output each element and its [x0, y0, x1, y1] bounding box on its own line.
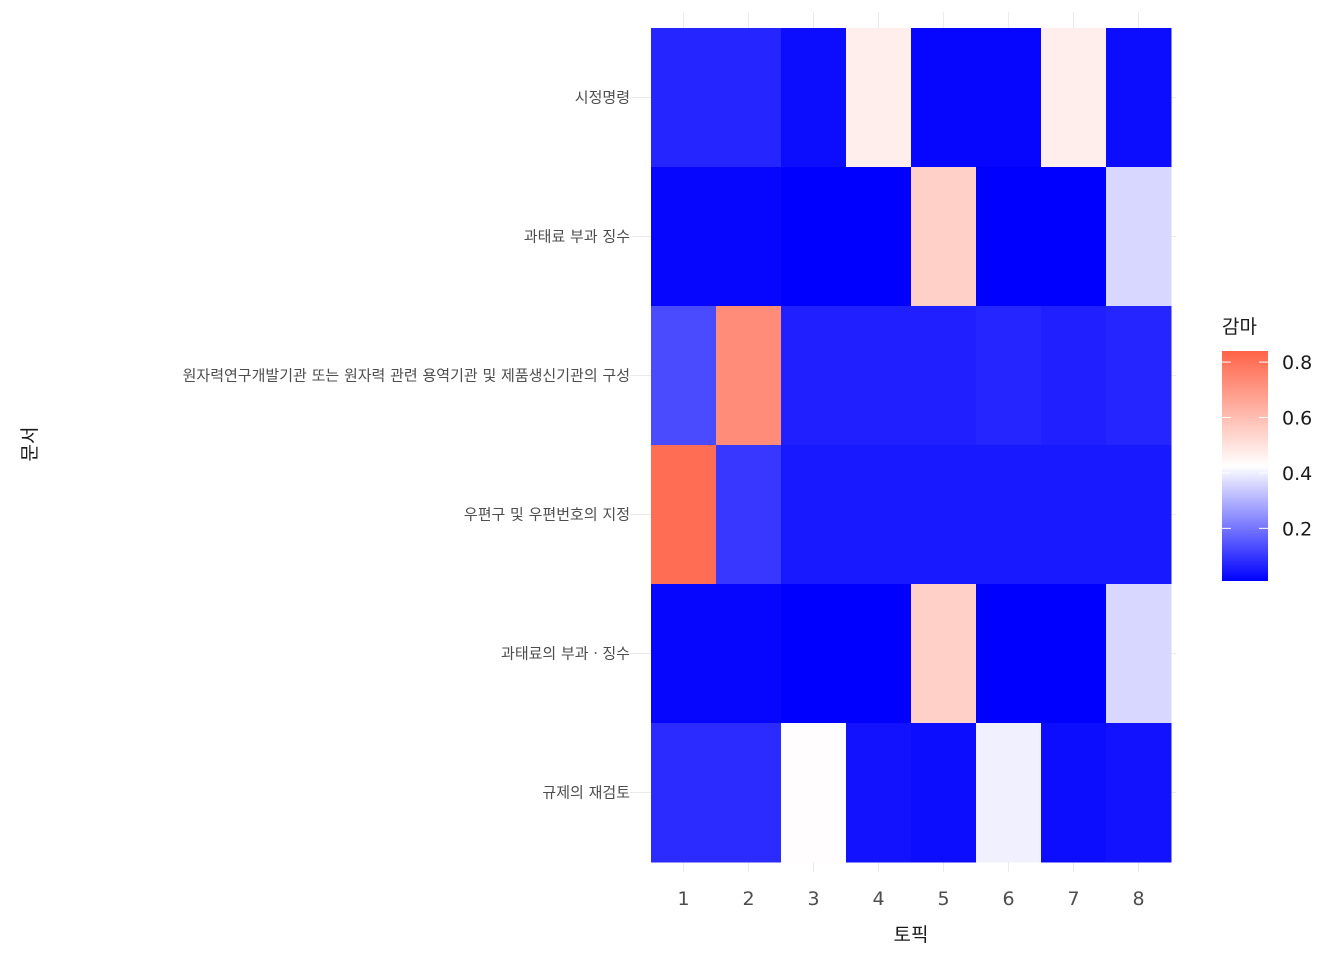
heatmap-cell [651, 723, 717, 863]
y-tick-label: 과태료 부과 징수 [524, 228, 630, 246]
heatmap-cell [1041, 167, 1107, 307]
x-tick-label: 7 [1067, 888, 1079, 910]
heatmap-cell [716, 306, 782, 446]
y-tick-label: 시정명령 [575, 89, 630, 107]
heatmap-cell [716, 584, 782, 724]
heatmap-cell [976, 167, 1042, 307]
heatmap-cell [846, 723, 912, 863]
heatmap-cell [846, 584, 912, 724]
heatmap-cell [651, 445, 717, 585]
legend-tick-label: 0.8 [1282, 352, 1312, 374]
x-axis-title: 토픽 [894, 924, 929, 946]
x-tick-label: 6 [1002, 888, 1014, 910]
heatmap-cell [1041, 306, 1107, 446]
x-tick-label: 5 [937, 888, 949, 910]
y-tick-label: 과태료의 부과ㆍ징수 [501, 645, 630, 663]
heatmap-cell [911, 723, 977, 863]
heatmap-cells [651, 28, 1172, 863]
heatmap-cell [1041, 723, 1107, 863]
y-tick-label: 우편구 및 우편번호의 지정 [464, 506, 630, 524]
heatmap-cell [716, 445, 782, 585]
heatmap-cell [911, 306, 977, 446]
heatmap-cell [716, 28, 782, 168]
heatmap-cell [1041, 584, 1107, 724]
heatmap-cell [781, 723, 847, 863]
legend-ticks: 0.2 0.4 0.6 0.8 [1222, 352, 1312, 540]
heatmap-cell [651, 584, 717, 724]
heatmap-cell [651, 306, 717, 446]
x-tick-label: 4 [872, 888, 884, 910]
heatmap-cell [976, 28, 1042, 168]
y-axis-title: 문서 [19, 427, 41, 462]
legend-colorbar [1222, 351, 1268, 581]
heatmap-cell [1041, 445, 1107, 585]
heatmap-cell [781, 167, 847, 307]
legend-tick-label: 0.4 [1282, 463, 1312, 485]
heatmap-cell [1106, 28, 1172, 168]
heatmap-cell [846, 167, 912, 307]
heatmap-cell [976, 584, 1042, 724]
heatmap-cell [911, 28, 977, 168]
heatmap-cell [1106, 584, 1172, 724]
x-tick-label: 2 [742, 888, 754, 910]
legend-tick-label: 0.6 [1282, 408, 1312, 430]
y-tick-label: 원자력연구개발기관 또는 원자력 관련 용역기관 및 제품생신기관의 구성 [183, 367, 630, 385]
x-tick-labels: 1 2 3 4 5 6 7 8 [677, 888, 1144, 910]
heatmap-cell [911, 584, 977, 724]
heatmap-cell [1106, 723, 1172, 863]
heatmap-cell [716, 167, 782, 307]
heatmap-cell [781, 445, 847, 585]
heatmap-cell [781, 584, 847, 724]
y-tick-label: 규제의 재검토 [542, 784, 630, 802]
heatmap-cell [1106, 445, 1172, 585]
heatmap-cell [846, 306, 912, 446]
legend-tick-label: 0.2 [1282, 518, 1312, 540]
x-tick-label: 8 [1132, 888, 1144, 910]
heatmap-cell [976, 306, 1042, 446]
color-legend: 감마 0.2 0.4 0.6 0.8 [1222, 316, 1312, 581]
heatmap-cell [911, 445, 977, 585]
heatmap-cell [716, 723, 782, 863]
heatmap-cell [976, 445, 1042, 585]
heatmap-cell [781, 28, 847, 168]
heatmap-cell [976, 723, 1042, 863]
heatmap-cell [1106, 306, 1172, 446]
x-tick-label: 3 [807, 888, 819, 910]
legend-title: 감마 [1222, 316, 1257, 338]
heatmap-cell [1106, 167, 1172, 307]
heatmap-cell [911, 167, 977, 307]
heatmap-cell [781, 306, 847, 446]
heatmap-cell [846, 28, 912, 168]
heatmap-cell [651, 167, 717, 307]
heatmap-cell [846, 445, 912, 585]
heatmap-cell [1041, 28, 1107, 168]
x-tick-label: 1 [677, 888, 689, 910]
heatmap-cell [651, 28, 717, 168]
